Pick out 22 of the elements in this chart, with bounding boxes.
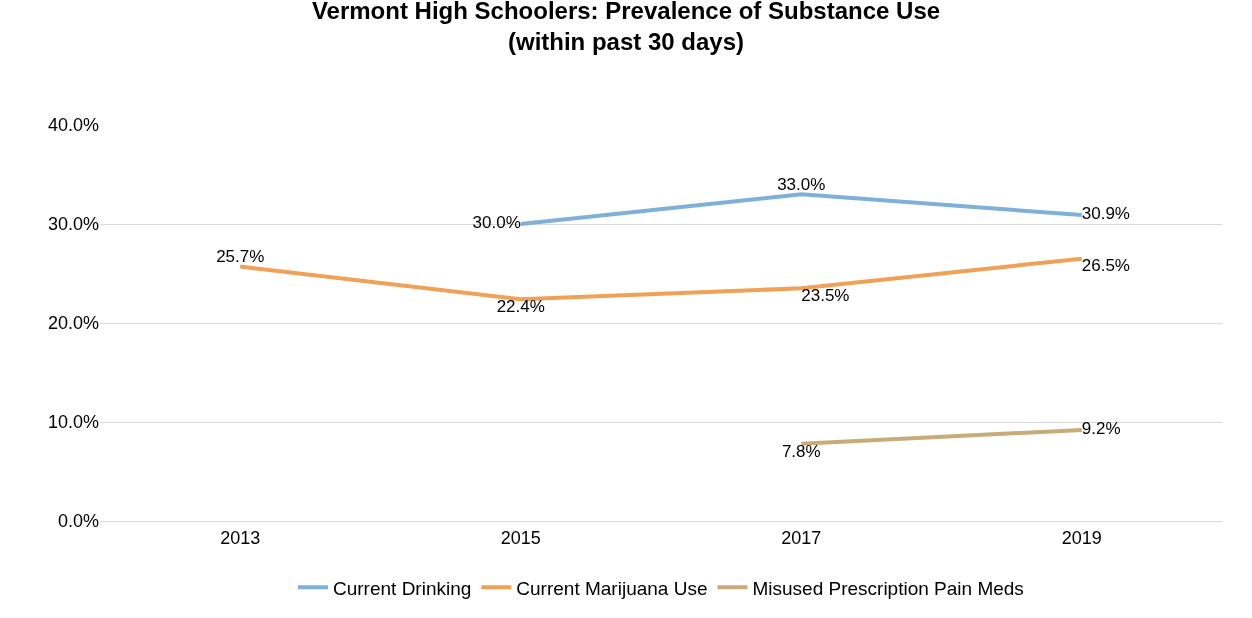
x-tick-label: 2015 — [500, 527, 541, 548]
y-tick-label: 10.0% — [47, 412, 99, 433]
data-label: 30.0% — [472, 213, 521, 233]
legend-label: Current Drinking — [333, 577, 472, 599]
y-tick-label: 40.0% — [47, 115, 99, 136]
data-label: 33.0% — [777, 175, 826, 195]
x-tick-label: 2019 — [1061, 527, 1102, 548]
data-label: 22.4% — [496, 296, 545, 316]
y-tick-label: 30.0% — [47, 214, 99, 235]
data-label: 30.9% — [1081, 204, 1130, 224]
chart-title: Vermont High Schoolers: Prevalence of Substance Use (within past 30 days) — [311, 0, 941, 55]
data-label: 7.8% — [781, 441, 821, 461]
data-label: 23.5% — [801, 286, 850, 306]
data-label: 26.5% — [1081, 256, 1130, 276]
data-label: 25.7% — [216, 247, 265, 267]
x-tick-label: 2013 — [220, 527, 261, 548]
x-tick-label: 2017 — [781, 527, 822, 548]
legend-label: Current Marijuana Use — [516, 577, 708, 599]
y-tick-label: 20.0% — [47, 313, 99, 334]
legend-label: Misused Prescription Pain Meds — [752, 577, 1024, 599]
y-tick-label: 0.0% — [57, 511, 99, 532]
data-label: 9.2% — [1081, 419, 1121, 439]
